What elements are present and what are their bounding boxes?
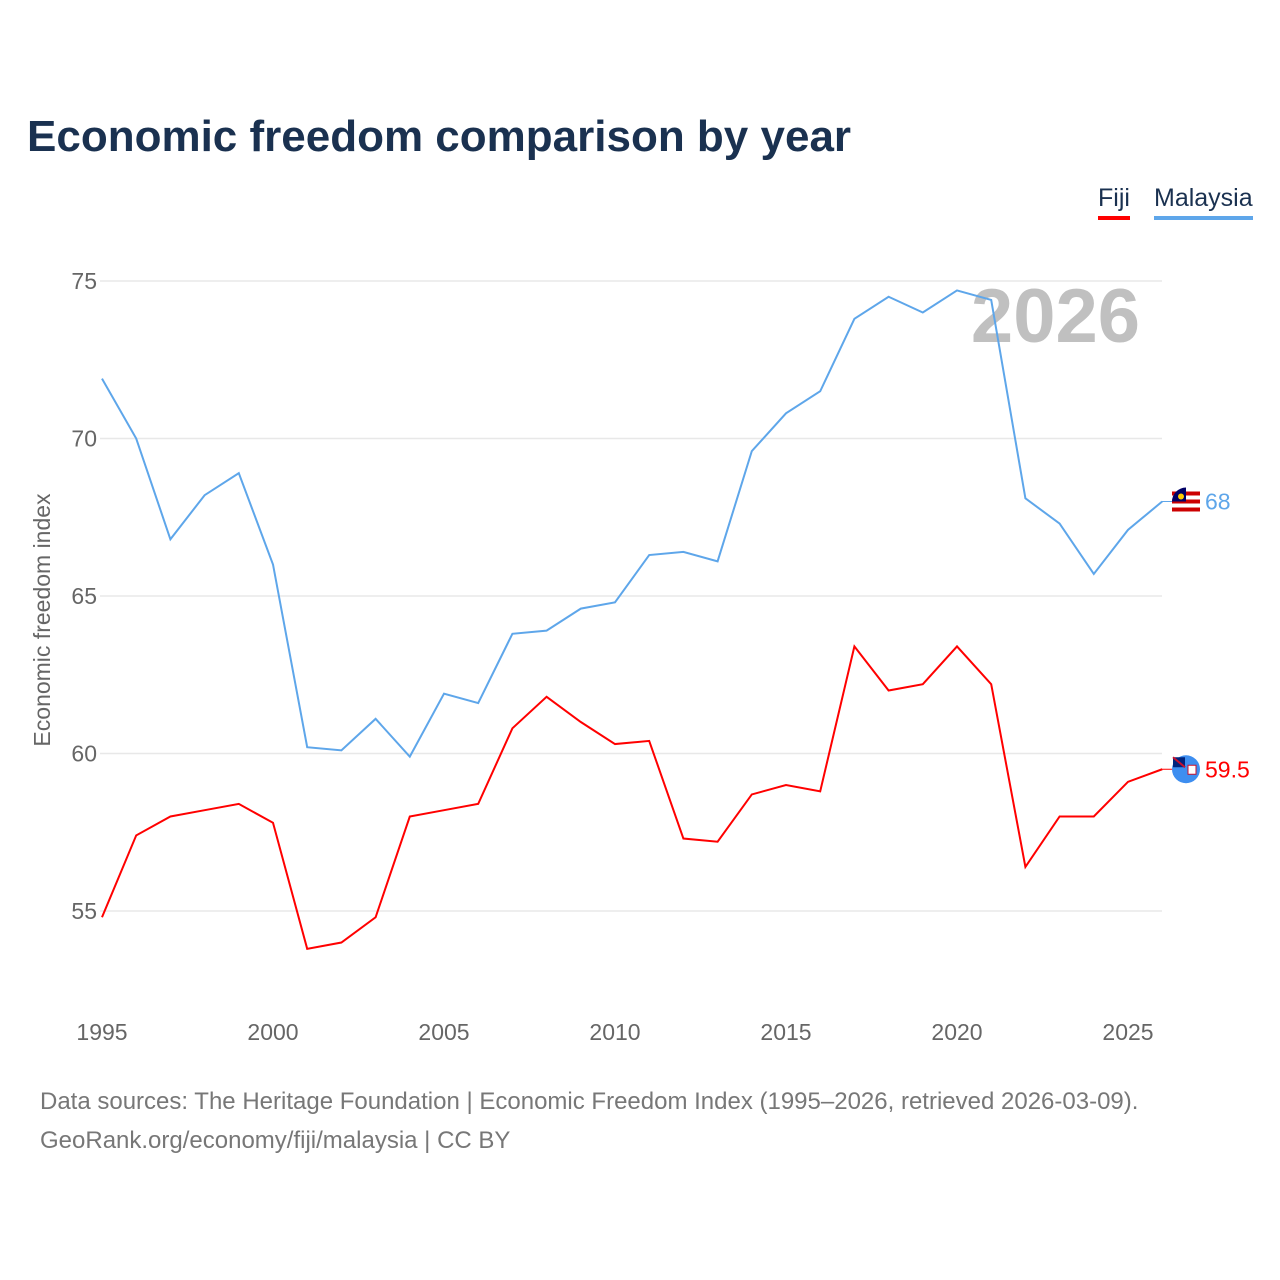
series-line-fiji [101, 644, 1163, 950]
y-tick-label: 70 [71, 426, 97, 452]
footer-link[interactable]: GeoRank.org/economy/fiji/malaysia | CC B… [40, 1127, 511, 1154]
series-line-malaysia [101, 289, 1163, 759]
fiji-flag-icon [1172, 755, 1200, 784]
end-value-label-fiji: 59.5 [1205, 756, 1250, 782]
legend-malaysia[interactable]: Malaysia [1154, 184, 1253, 220]
year-watermark: 2026 [971, 274, 1140, 359]
chart-title: Economic freedom comparison by year [27, 112, 852, 161]
y-tick-label: 55 [71, 898, 97, 924]
x-tick-label: 2025 [1102, 1019, 1153, 1045]
x-tick-label: 2020 [931, 1019, 982, 1045]
y-axis-label: Economic freedom index [29, 493, 55, 747]
y-tick-label: 60 [71, 741, 97, 767]
footer-sources: Data sources: The Heritage Foundation | … [40, 1088, 1139, 1115]
malaysia-flag-icon [1172, 487, 1200, 516]
y-tick-label: 75 [71, 268, 97, 294]
x-tick-label: 2005 [418, 1019, 469, 1045]
end-value-label-malaysia: 68 [1205, 489, 1231, 515]
y-tick-label: 65 [71, 583, 97, 609]
x-tick-label: 1995 [76, 1019, 127, 1045]
legend-fiji[interactable]: Fiji [1098, 184, 1130, 220]
x-tick-label: 2015 [760, 1019, 811, 1045]
x-tick-label: 2000 [247, 1019, 298, 1045]
x-tick-label: 2010 [589, 1019, 640, 1045]
